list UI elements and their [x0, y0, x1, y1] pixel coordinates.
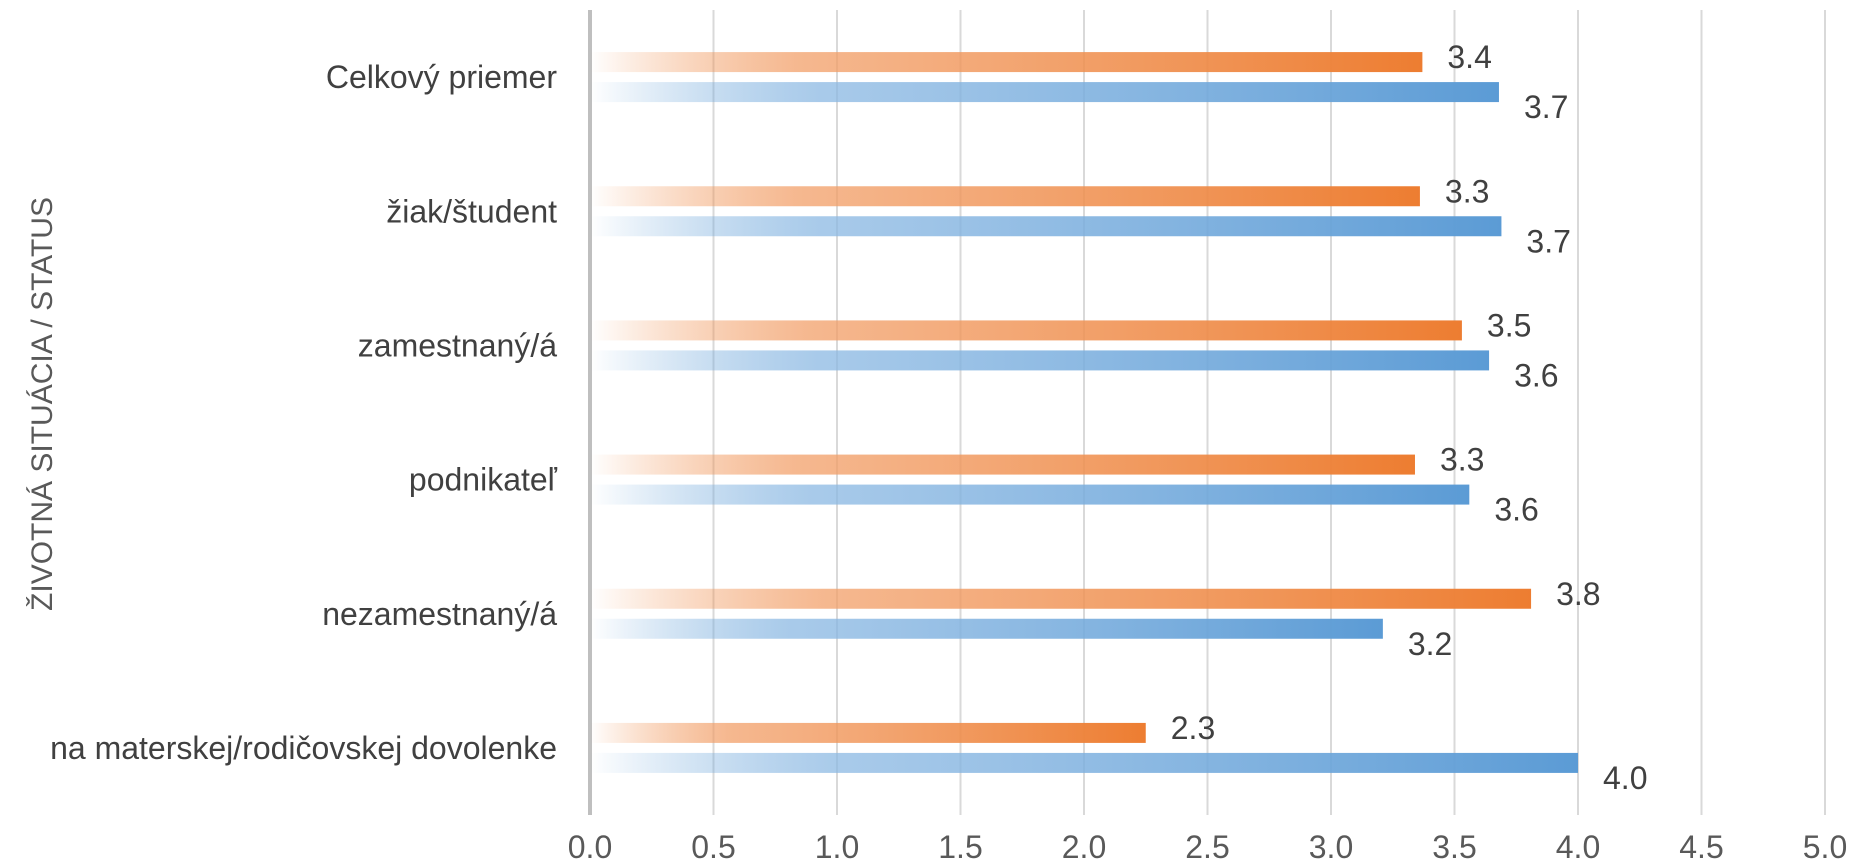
labels: 0.0 0.5 1.0 1.5 2.0 2.5 3.0 3.5 4.0 4.5 5.0 Celkový… [50, 39, 1847, 865]
x-tick-label: 3.0 [1309, 829, 1353, 865]
bar [590, 82, 1499, 103]
x-tick-label: 1.0 [815, 829, 859, 865]
bar [590, 618, 1383, 639]
data-label: 3.4 [1447, 39, 1491, 75]
x-tick-label: 4.5 [1679, 829, 1723, 865]
bar [590, 588, 1532, 609]
category-label: podnikateľ [409, 462, 558, 498]
x-tick-label: 5.0 [1803, 829, 1847, 865]
category-label: nezamestnaný/á [322, 596, 557, 632]
category-label: Celkový priemer [326, 59, 558, 95]
bar [590, 350, 1490, 371]
data-label: 3.7 [1526, 223, 1570, 259]
x-tick-label: 2.0 [1062, 829, 1106, 865]
x-tick-label: 0.0 [568, 829, 612, 865]
x-tick-label: 0.5 [691, 829, 735, 865]
bar [590, 52, 1423, 73]
bar [590, 186, 1420, 207]
y-axis-title: ŽIVOTNÁ SITUÁCIA / STATUS [26, 197, 59, 611]
bar [590, 722, 1146, 743]
data-label: 3.3 [1440, 442, 1484, 478]
data-label: 3.6 [1494, 492, 1538, 528]
x-tick-label: 4.0 [1556, 829, 1600, 865]
data-label: 3.3 [1445, 173, 1489, 209]
data-label: 3.5 [1487, 307, 1531, 343]
bar [590, 484, 1470, 505]
data-label: 3.7 [1524, 89, 1568, 125]
category-label: na materskej/rodičovskej dovolenke [50, 730, 557, 766]
data-label: 4.0 [1603, 760, 1647, 796]
data-label: 3.6 [1514, 357, 1558, 393]
bar [590, 320, 1462, 341]
data-label: 2.3 [1171, 710, 1215, 746]
gridlines [588, 10, 1826, 815]
bar [590, 454, 1415, 475]
bars [590, 52, 1578, 773]
data-label: 3.8 [1556, 576, 1600, 612]
bar [590, 216, 1502, 237]
x-tick-label: 1.5 [938, 829, 982, 865]
x-tick-label: 3.5 [1432, 829, 1476, 865]
category-label: zamestnaný/á [358, 327, 557, 363]
category-label: žiak/študent [386, 193, 557, 229]
data-label: 3.2 [1408, 626, 1452, 662]
bar [590, 752, 1578, 773]
x-tick-label: 2.5 [1185, 829, 1229, 865]
